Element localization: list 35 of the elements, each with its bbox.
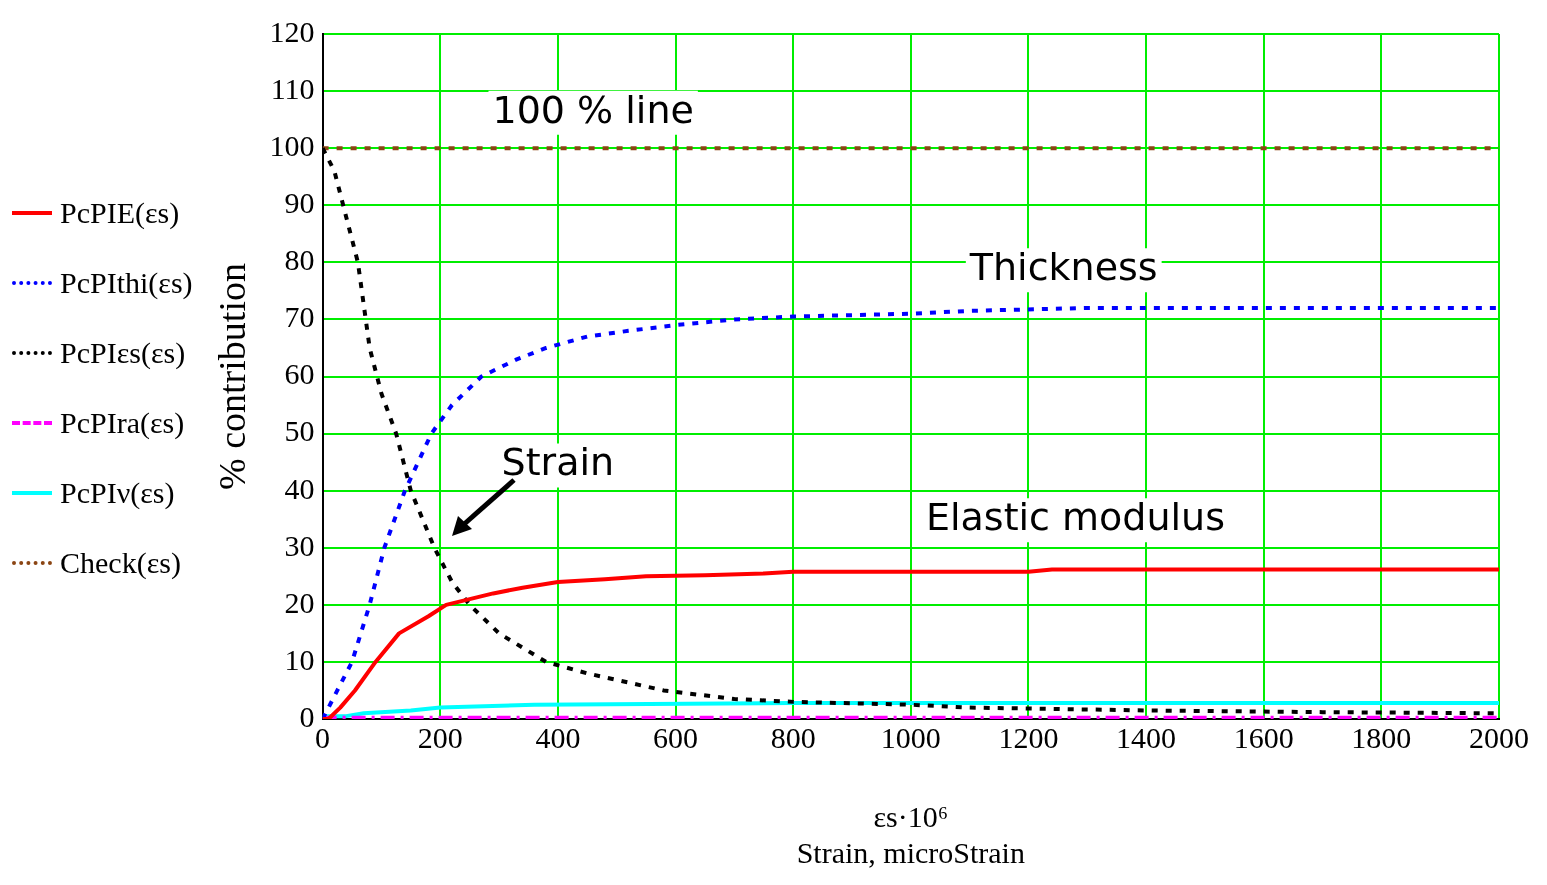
y-tick-label: 120 xyxy=(269,14,315,48)
x-tick-label: 2000 xyxy=(1469,720,1529,754)
y-tick-label: 20 xyxy=(284,585,315,619)
legend-label: PcPIra(εs) xyxy=(60,405,185,441)
x-axis-title: εs·10⁶ Strain, microStrain xyxy=(796,799,1025,869)
y-tick-label: 70 xyxy=(284,300,315,334)
y-tick-label: 60 xyxy=(284,357,315,391)
y-tick-label: 10 xyxy=(284,642,315,676)
x-tick-label: 1600 xyxy=(1233,720,1294,754)
x-tick-label: 1000 xyxy=(880,720,941,754)
y-tick-label: 110 xyxy=(270,71,315,105)
legend-label: PcPIE(εs) xyxy=(60,195,180,231)
x-tick-label: 1200 xyxy=(998,720,1059,754)
y-tick-label: 50 xyxy=(284,414,315,448)
x-tick-label: 1400 xyxy=(1116,720,1177,754)
y-tick-label: 0 xyxy=(299,699,315,733)
annotation: Thickness xyxy=(968,245,1158,290)
annotation: Strain xyxy=(501,440,615,485)
y-tick-label: 80 xyxy=(284,243,315,277)
legend-label: PcPIεs(εs) xyxy=(60,335,186,371)
legend-label: PcPIthi(εs) xyxy=(60,265,193,301)
annotation: Elastic modulus xyxy=(926,495,1225,540)
annotation: 100 % line xyxy=(492,87,694,132)
legend-label: Check(εs) xyxy=(60,545,181,581)
legend-label: PcPIν(εs) xyxy=(60,475,175,511)
y-tick-label: 40 xyxy=(284,471,315,505)
x-tick-label: 200 xyxy=(417,720,463,754)
x-tick-label: 600 xyxy=(653,720,699,754)
y-tick-label: 100 xyxy=(269,129,315,163)
y-axis-title: % contribution xyxy=(210,263,253,490)
x-tick-label: 800 xyxy=(770,720,816,754)
y-tick-label: 90 xyxy=(284,186,315,220)
y-tick-label: 30 xyxy=(284,528,315,562)
x-tick-label: 400 xyxy=(535,720,581,754)
x-tick-label: 1800 xyxy=(1351,720,1412,754)
